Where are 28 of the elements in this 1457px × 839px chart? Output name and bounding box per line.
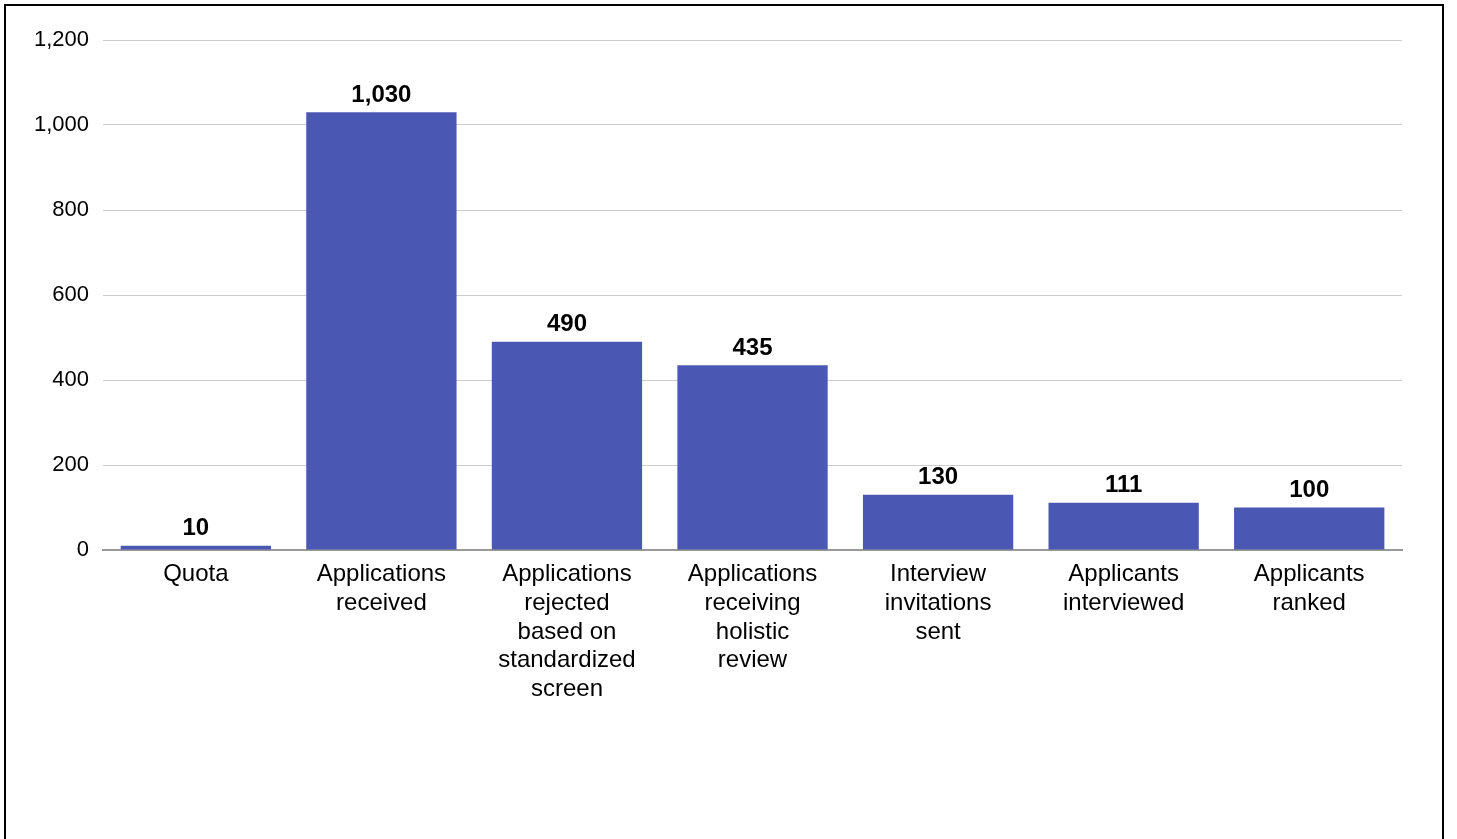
data-label: 10	[182, 513, 210, 541]
x-tick-label: Applicants ranked	[1253, 559, 1365, 615]
y-tick-label: 200	[52, 451, 90, 477]
data-label: 130	[918, 462, 959, 490]
y-tick-label: 1,000	[33, 111, 90, 137]
bar	[677, 365, 828, 550]
bar	[862, 494, 1014, 550]
data-label: 435	[732, 332, 773, 360]
x-tick-label: Applications receiving holistic review	[687, 559, 818, 673]
data-label: 1,030	[351, 79, 412, 107]
data-label: 111	[1104, 470, 1143, 498]
y-tick-label: 0	[76, 536, 90, 562]
bar	[120, 545, 271, 550]
x-tick-label: Quota	[163, 559, 230, 587]
x-tick-label: Applicants interviewed	[1062, 559, 1185, 615]
y-tick-label: 800	[52, 196, 90, 222]
x-tick-label: Interview invitations sent	[884, 559, 992, 644]
bar	[1234, 507, 1385, 550]
bar	[491, 341, 643, 550]
y-tick-label: 1,200	[33, 26, 90, 52]
y-tick-label: 600	[52, 281, 90, 307]
data-label: 490	[546, 309, 587, 337]
x-tick-label: Applications received	[316, 559, 447, 615]
x-tick-label: Applications rejected based on standardized screen	[498, 559, 636, 702]
bar	[1048, 502, 1199, 550]
data-label: 100	[1289, 475, 1330, 503]
bar	[306, 112, 457, 550]
y-tick-label: 400	[52, 366, 90, 392]
